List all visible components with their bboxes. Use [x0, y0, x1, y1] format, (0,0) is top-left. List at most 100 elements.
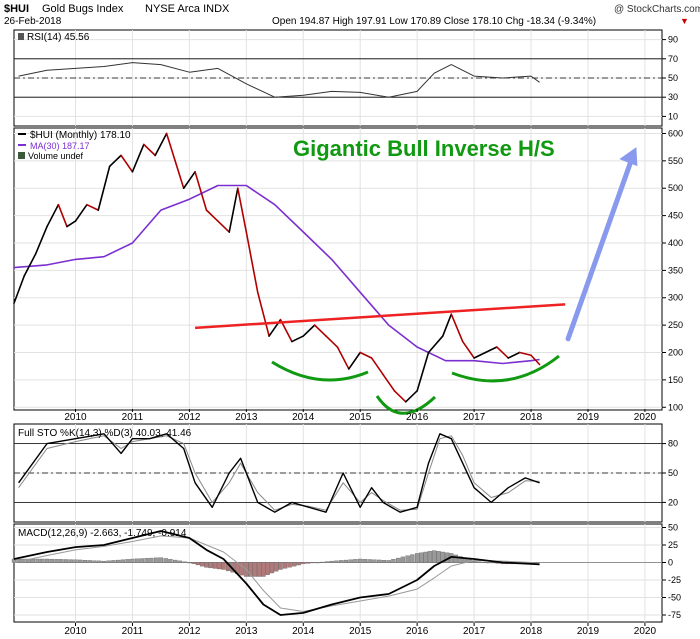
macd-histogram-bar [427, 551, 433, 563]
macd-histogram-bar [292, 562, 297, 567]
macd-histogram-bar [30, 558, 36, 563]
price-segment [507, 351, 521, 359]
macd-histogram-bar [221, 562, 226, 570]
xaxis-bot-xtick-label: 2018 [520, 626, 543, 637]
macd-histogram-bar [177, 560, 183, 563]
macd-histogram-bar [187, 562, 192, 564]
xaxis-bot-xtick-label: 2015 [349, 626, 372, 637]
price-segment [461, 340, 475, 359]
price-segment [473, 351, 487, 359]
macd-histogram-bar [168, 559, 173, 563]
macd-legend: MACD(12,26,9) -2.663, -1.749, -0.914 [18, 528, 187, 539]
macd-panel: -75 -50 -25 0 25 50 MACD(12,26,9) -2.663, -1.7… [11, 523, 681, 623]
price-ytick-label: 100 [668, 402, 683, 412]
xaxis-bot-xtick-label: 2016 [406, 626, 429, 637]
macd-histogram-bar [386, 560, 391, 563]
sto-d-line [18, 435, 540, 511]
price-segment [194, 171, 208, 211]
neckline-trendline [194, 303, 566, 330]
volume-legend: Volume undef [28, 151, 84, 161]
price-segment [23, 253, 37, 277]
macd-histogram-bar [372, 559, 377, 563]
macd-histogram-bar [358, 558, 363, 563]
price-segment [325, 335, 339, 348]
macd-ytick-label: 25 [668, 540, 678, 550]
price-panel: 100 150 200 250 300 350 400 450 500 550 600 Giganti… [13, 127, 683, 415]
macd-histogram-bar [87, 560, 92, 563]
price-segment [228, 187, 239, 233]
macd-histogram-bar [486, 562, 491, 564]
macd-histogram-bar [436, 551, 441, 563]
price-ytick-label: 550 [668, 156, 683, 166]
macd-histogram-bar [423, 551, 428, 563]
price-ytick-label: 150 [668, 375, 683, 385]
price-segment [530, 354, 541, 366]
xaxis-mid-xtick-label: 2010 [64, 412, 87, 423]
macd-histogram-bar [63, 559, 69, 563]
ma-legend: MA(30) 187.17 [30, 141, 90, 151]
price-segment [66, 220, 77, 228]
ma30-line [13, 184, 540, 365]
price-legend: $HUI (Monthly) 178.10 [30, 130, 131, 141]
price-panel-frame [13, 127, 663, 411]
macd-line [13, 530, 540, 616]
head-arc [375, 395, 437, 415]
macd-histogram-bar [116, 559, 121, 563]
price-segment [302, 324, 316, 337]
price-ytick-label: 300 [668, 293, 683, 303]
macd-histogram-bar [334, 560, 339, 563]
price-ytick-label: 400 [668, 238, 683, 248]
macd-histogram-bar [158, 557, 164, 563]
macd-histogram-bar [419, 552, 424, 563]
macd-ytick-label: 50 [668, 523, 678, 533]
macd-histogram-bar [248, 562, 253, 577]
macd-histogram-bar [54, 559, 59, 563]
pattern-title: Gigantic Bull Inverse H/S [293, 136, 555, 161]
price-segment [182, 171, 196, 190]
left-shoulder-arc [271, 360, 369, 382]
macd-histogram-bar [154, 557, 159, 563]
xaxis-mid-xtick-label: 2012 [178, 412, 201, 423]
xaxis-bot-xtick-label: 2011 [122, 626, 144, 637]
macd-histogram-bar [278, 562, 283, 570]
macd-histogram-bar [49, 558, 54, 563]
macd-histogram-bar [149, 557, 154, 563]
xaxis-mid-xtick-label: 2018 [520, 412, 543, 423]
macd-histogram-bar [476, 561, 481, 563]
price-segment [154, 132, 168, 157]
macd-histogram-bar [274, 562, 279, 572]
price-segment [518, 351, 532, 357]
price-segment [174, 160, 185, 190]
rsi-legend-swatch [18, 33, 24, 40]
macd-histogram-bar [269, 562, 275, 574]
rsi-ytick-label: 30 [668, 92, 678, 102]
macd-histogram-bar [324, 561, 330, 563]
macd-histogram-bar [97, 560, 102, 563]
sto-ytick-label: 20 [668, 497, 678, 507]
price-segment [86, 203, 100, 211]
price-segment [450, 313, 464, 343]
macd-histogram-bar [367, 559, 372, 563]
price-segment [336, 346, 350, 370]
xaxis-mid-xtick-label: 2020 [634, 412, 657, 423]
chg-down-icon: ▼ [680, 16, 689, 26]
macd-histogram-bar [458, 556, 463, 563]
price-ytick-label: 200 [668, 348, 683, 358]
price-segment [131, 143, 145, 173]
macd-histogram-bar [125, 559, 130, 563]
macd-histogram-bar [348, 559, 353, 563]
rsi-ytick-label: 50 [668, 73, 678, 83]
header-name: Gold Bugs Index [42, 3, 124, 15]
price-segment [496, 346, 510, 359]
price-segment [97, 165, 111, 211]
macd-histogram-bar [144, 558, 149, 563]
price-segment [348, 351, 362, 370]
macd-histogram-bar [163, 558, 168, 563]
macd-histogram-bar [440, 551, 445, 563]
macd-histogram-bar [40, 558, 45, 563]
sto-ytick-label: 80 [668, 439, 678, 449]
price-segment [74, 203, 88, 222]
macd-histogram-bar [73, 559, 78, 563]
xaxis-bot-xtick-label: 2019 [577, 626, 600, 637]
rsi-panel: 10 30 50 70 90 RSI(14) 45.56 [13, 29, 678, 127]
